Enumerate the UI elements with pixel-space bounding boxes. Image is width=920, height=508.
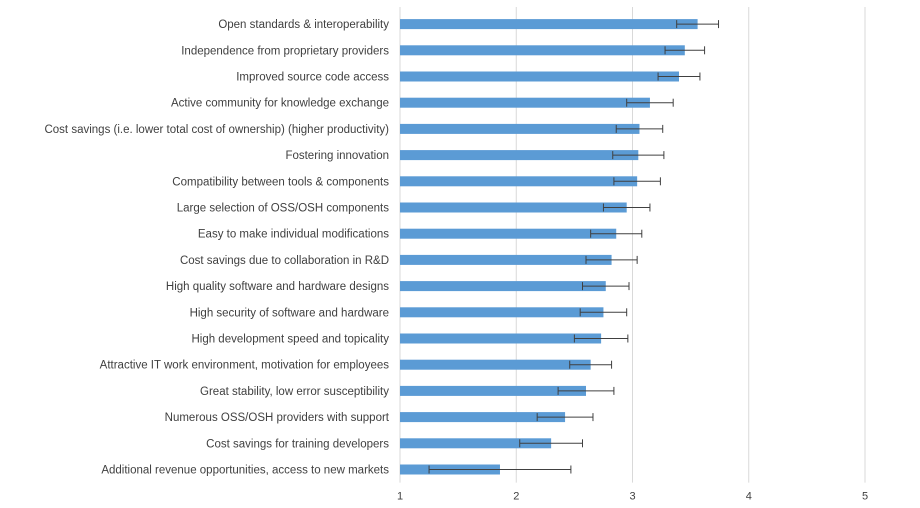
error-bar [626,98,674,107]
x-tick-label: 2 [513,491,519,503]
x-tick-label: 4 [746,491,752,503]
category-label: High development speed and topicality [191,334,389,346]
gridlines [399,7,866,483]
x-tick-label: 5 [862,491,868,503]
category-label: Attractive IT work environment, motivati… [100,360,390,372]
bar [400,438,552,449]
category-label: Active community for knowledge exchange [171,98,389,110]
bar [400,228,617,239]
bar [400,281,606,292]
bar [400,150,639,161]
category-label: Improved source code access [236,72,389,84]
error-bar [657,72,701,81]
category-label: Compatibility between tools & components [172,176,389,188]
category-label: High quality software and hardware desig… [166,281,389,293]
bar [400,176,638,187]
error-bar [664,46,706,55]
bar [400,19,698,30]
category-label: Fostering innovation [285,150,389,162]
error-bar [428,465,572,474]
bar [400,307,604,318]
bar [400,97,650,108]
error-bar [573,334,629,343]
bar [400,71,679,82]
category-label: Additional revenue opportunities, access… [101,465,389,477]
error-bar [519,439,584,448]
bar [400,254,612,265]
category-labels: Open standards & interoperability Indepen… [44,19,389,476]
error-bar [602,203,651,212]
bar [400,412,566,423]
category-label: Cost savings for training developers [206,438,389,450]
category-label: Great stability, low error susceptibilit… [200,386,389,398]
category-label: Independence from proprietary providers [181,45,389,57]
category-label: High security of software and hardware [190,307,389,319]
bars [400,19,698,475]
x-axis-ticks: 1 2 3 4 5 [397,491,868,503]
error-bar [579,308,628,317]
error-bar [569,360,613,369]
error-bar [590,229,643,238]
error-bar [613,177,661,186]
category-label: Large selection of OSS/OSH components [177,203,389,215]
error-bar [557,386,615,395]
bar [400,202,627,213]
category-label: Numerous OSS/OSH providers with support [165,412,390,424]
error-bar [582,282,630,291]
error-bar [585,255,638,264]
bar [400,45,685,56]
error-bar [536,413,594,422]
category-label: Cost savings due to collaboration in R&D [180,255,389,267]
category-label: Easy to make individual modifications [198,229,389,241]
category-label: Open standards & interoperability [218,19,389,31]
error-bars [428,20,720,474]
x-tick-label: 3 [629,491,635,503]
category-label: Cost savings (i.e. lower total cost of o… [44,124,389,136]
error-bar [615,124,664,133]
bar [400,385,586,396]
bar [400,333,602,344]
bar [400,359,591,370]
error-bar [612,151,665,160]
error-bar [676,20,720,29]
bar [400,123,640,134]
x-tick-label: 1 [397,491,403,503]
